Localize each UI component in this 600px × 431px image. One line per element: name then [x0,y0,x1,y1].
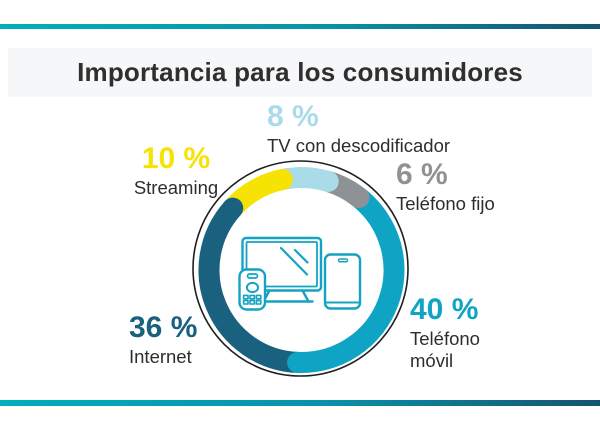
segment-value: 6 % [396,158,448,191]
page-title: Importancia para los consumidores [77,57,523,87]
screen-glare-line [279,246,309,276]
donut-segments [198,167,405,373]
remote-icon [238,268,267,311]
remote-buttons [242,294,262,305]
tv-remote-smartphone-icon [238,236,362,311]
donut-segment-2 [297,189,405,373]
segment-name: Streaming [133,177,219,198]
segment-name: Teléfono móvil [410,328,480,371]
bottom-accent-bar [0,400,600,406]
segment-label-telefono-fijo: 6 % Teléfono fijo [396,159,495,215]
segment-name: Internet [129,346,192,367]
segment-value: 10 % [141,142,211,175]
segment-label-internet: 36 % Internet [129,312,197,368]
segment-value: 36 % [129,311,198,344]
donut-segment-tip-0 [317,170,339,192]
segment-name: TV con descodificador [267,135,451,156]
segment-name: Teléfono fijo [396,193,495,214]
donut-segment-3 [198,201,299,373]
segment-value: 40 % [410,293,479,326]
top-accent-bar [0,24,600,29]
donut-segment-tip-2 [287,351,309,373]
donut-segment-tip-4 [271,169,293,191]
donut-outline-circle [192,160,409,377]
donut-segment-tip-1 [348,187,370,209]
screen-glare-line [293,248,309,264]
segment-label-telefono-movil: 40 % Teléfono móvil [410,294,502,372]
segment-label-tv-con-descodificador: 8 % TV con descodificador [267,101,450,157]
donut-segment-tip-3 [222,197,244,219]
segment-value: 8 % [267,100,319,133]
segment-label-streaming: 10 % Streaming [128,143,224,199]
smartphone-icon [323,253,362,310]
title-band: Importancia para los consumidores [8,48,592,97]
